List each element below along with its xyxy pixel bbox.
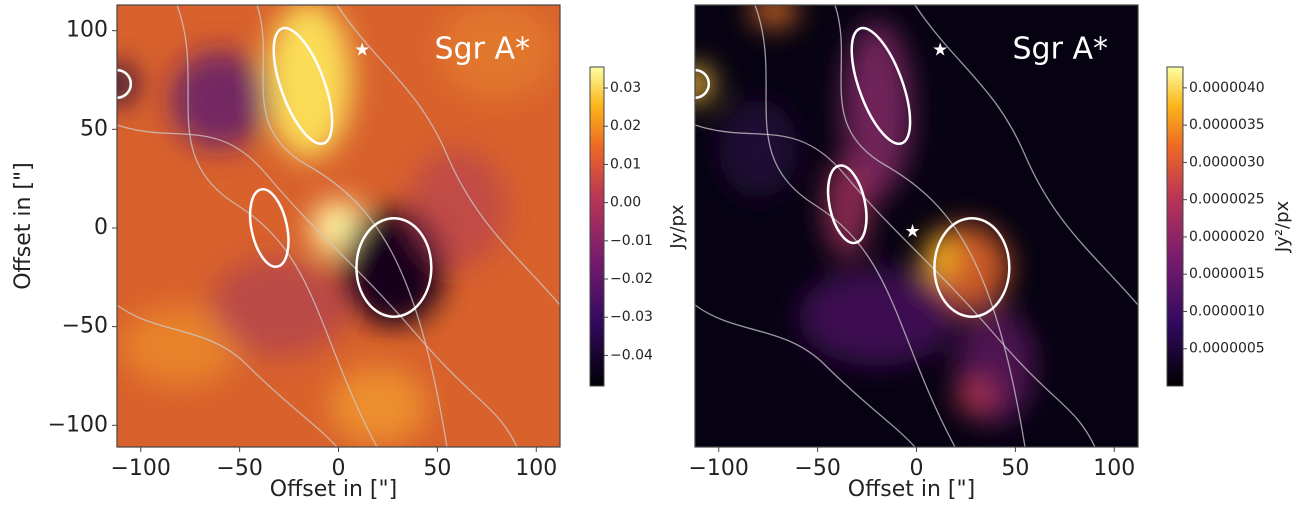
star-marker: ★ bbox=[354, 39, 370, 60]
contour bbox=[336, 5, 560, 306]
image-background bbox=[695, 5, 1138, 447]
x-tick-label: 0 bbox=[332, 456, 346, 481]
x-tick-label: −100 bbox=[111, 456, 171, 481]
contour bbox=[117, 124, 518, 447]
colorbar-tick-label: 0.0000040 bbox=[1189, 80, 1265, 96]
colorbar-tick-label: 0.0000035 bbox=[1189, 117, 1265, 133]
colorbar-tick-label: 0.0000030 bbox=[1189, 154, 1265, 170]
y-tick-label: 0 bbox=[94, 215, 108, 240]
x-axis-label: Offset in ["] bbox=[848, 477, 975, 502]
star-marker: ★ bbox=[932, 39, 948, 60]
image-blob bbox=[121, 306, 240, 386]
x-tick-label: 50 bbox=[1001, 456, 1029, 481]
x-tick-label: −100 bbox=[689, 456, 749, 481]
region-circle bbox=[117, 68, 133, 99]
y-axis-label: Offset in ["] bbox=[11, 162, 36, 289]
colorbar-tick-label: 0.0000005 bbox=[1189, 341, 1265, 357]
image-panel: ★★ bbox=[695, 5, 1138, 447]
colorbar-tick-label: 0.01 bbox=[610, 156, 641, 172]
colorbar-tick-label: 0.0000020 bbox=[1189, 229, 1265, 245]
y-tick-label: −100 bbox=[48, 412, 108, 437]
colorbar-tick-label: −0.04 bbox=[610, 347, 653, 363]
image-blob bbox=[407, 149, 507, 268]
contour bbox=[914, 5, 1138, 306]
contour bbox=[176, 5, 378, 447]
region-ellipse bbox=[933, 216, 1011, 318]
image-blob bbox=[210, 257, 349, 357]
colorbar bbox=[1166, 66, 1184, 387]
contour bbox=[256, 5, 448, 447]
y-tick-label: 100 bbox=[66, 18, 108, 43]
colorbar-tick-label: 0.02 bbox=[610, 118, 641, 134]
annotation: Sgr A* bbox=[435, 32, 530, 67]
image-texture bbox=[117, 5, 556, 445]
colorbar-tick-label: −0.01 bbox=[610, 233, 653, 249]
x-tick-label: 100 bbox=[515, 456, 557, 481]
contour bbox=[695, 304, 916, 447]
x-tick-label: −50 bbox=[216, 456, 262, 481]
region-ellipse bbox=[272, 26, 334, 146]
star-marker: ★ bbox=[904, 221, 920, 242]
image-blob bbox=[718, 99, 798, 199]
region-ellipse bbox=[826, 164, 868, 245]
y-tick-label: −50 bbox=[62, 314, 108, 339]
colorbar-tick-label: 0.00 bbox=[610, 195, 641, 211]
colorbar-tick-label: 0.0000025 bbox=[1189, 192, 1265, 208]
colorbar-tick-label: −0.02 bbox=[610, 271, 653, 287]
image-blob bbox=[798, 267, 956, 367]
image-blob bbox=[265, 5, 353, 159]
image-blob bbox=[750, 5, 798, 27]
x-tick-label: 0 bbox=[910, 456, 924, 481]
image-panel: ★ bbox=[117, 5, 560, 447]
x-tick-label: 100 bbox=[1093, 456, 1135, 481]
contour bbox=[754, 5, 956, 447]
region-ellipse bbox=[248, 188, 290, 268]
region-ellipse bbox=[355, 216, 433, 318]
x-axis-label: Offset in ["] bbox=[270, 477, 397, 502]
image-blob bbox=[695, 66, 713, 102]
colorbar bbox=[589, 66, 605, 387]
region-ellipse bbox=[850, 26, 912, 146]
colorbar-tick-label: 0.0000010 bbox=[1189, 303, 1265, 319]
image-blob bbox=[956, 375, 996, 416]
image-blob bbox=[117, 64, 137, 104]
colorbar-tick-label: 0.03 bbox=[610, 80, 641, 96]
image-blob bbox=[328, 366, 428, 445]
colorbar-tick-label: −0.03 bbox=[610, 309, 653, 325]
contour bbox=[834, 5, 1026, 447]
colorbar-label: Jy/px bbox=[667, 204, 688, 249]
colorbar-tick-label: 0.0000015 bbox=[1189, 266, 1265, 282]
image-blob bbox=[170, 50, 270, 149]
y-tick-label: 50 bbox=[80, 116, 108, 141]
image-blob bbox=[437, 5, 556, 100]
annotation: Sgr A* bbox=[1013, 32, 1108, 67]
contour bbox=[695, 124, 1096, 447]
image-blob bbox=[924, 233, 956, 282]
x-tick-label: −50 bbox=[794, 456, 840, 481]
x-tick-label: 50 bbox=[423, 456, 451, 481]
contour bbox=[117, 304, 338, 447]
colorbar-label: Jy²/px bbox=[1272, 200, 1293, 253]
